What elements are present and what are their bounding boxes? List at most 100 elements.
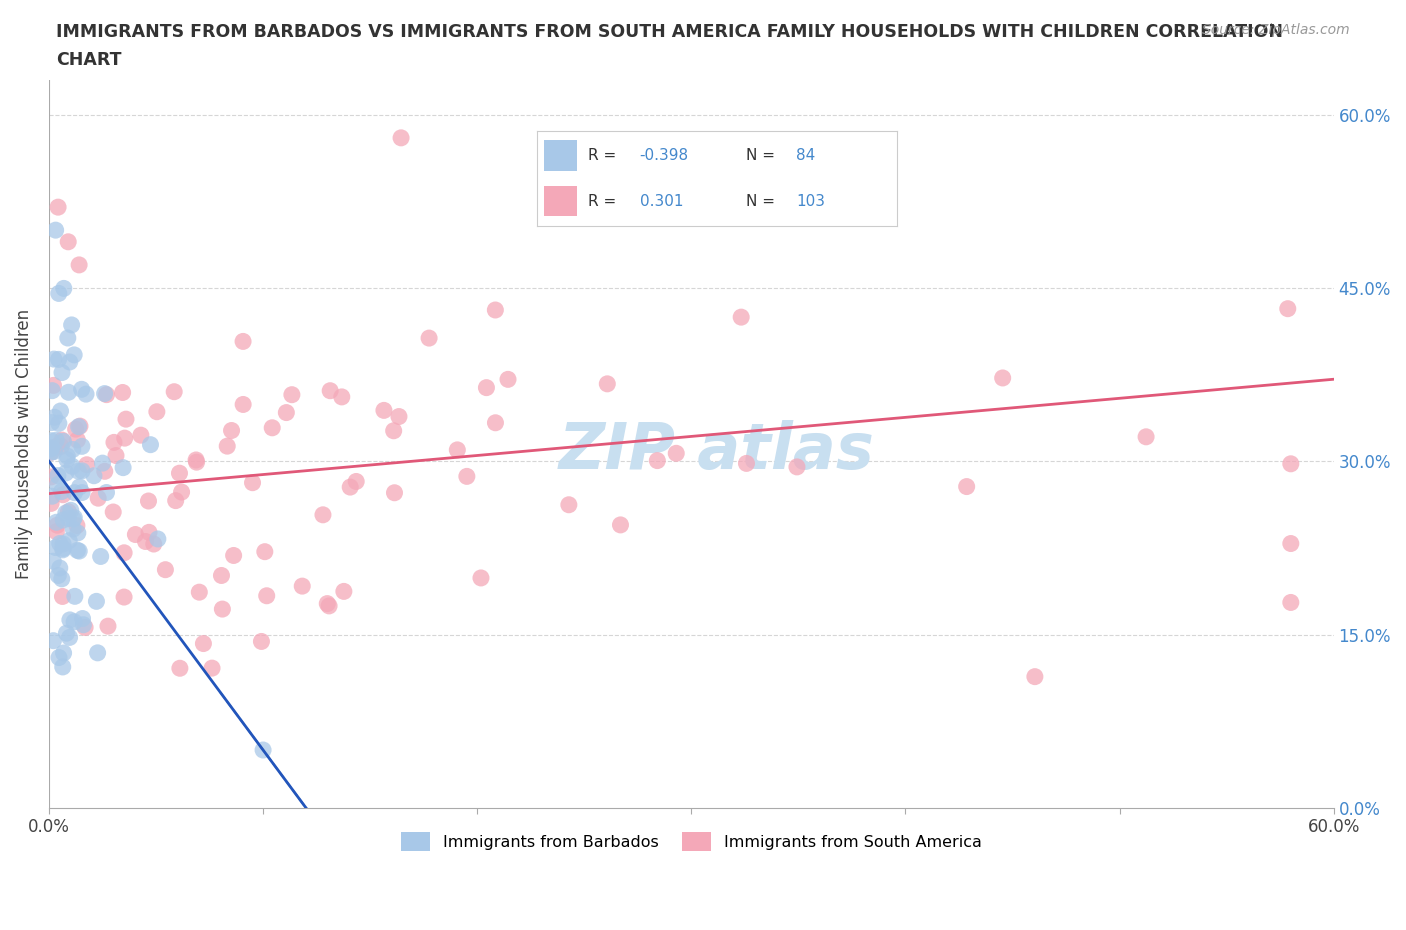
Text: ZIP atlas: ZIP atlas: [560, 420, 875, 483]
Point: [484, 302, 506, 317]
Point: [56, 452, 79, 467]
Point: [42, 553, 65, 568]
Point: [63, 589, 86, 604]
Point: [55, 626, 77, 641]
Point: [67, 464, 90, 479]
Point: [58, 533, 80, 548]
Point: [58, 512, 80, 526]
Point: [76, 458, 98, 472]
Point: [70, 463, 93, 478]
Point: [67, 544, 90, 559]
Point: [86, 645, 108, 660]
Point: [45, 515, 67, 530]
Point: [276, 405, 298, 420]
Point: [66, 525, 89, 540]
Point: [256, 589, 278, 604]
Point: [51, 439, 73, 454]
Point: [596, 377, 619, 392]
Point: [91, 456, 114, 471]
Point: [72, 618, 94, 632]
Point: [316, 596, 339, 611]
Point: [52, 512, 75, 527]
Point: [39, 445, 62, 459]
Point: [45, 432, 67, 447]
Point: [318, 599, 340, 614]
Point: [52, 542, 75, 557]
Point: [63, 485, 86, 500]
Point: [339, 480, 361, 495]
Point: [484, 416, 506, 431]
Point: [170, 485, 193, 499]
Point: [58, 234, 80, 249]
Point: [67, 258, 90, 272]
Point: [39, 496, 62, 511]
Point: [1279, 536, 1302, 551]
Point: [70, 439, 93, 454]
Point: [56, 448, 79, 463]
Point: [51, 432, 73, 447]
Point: [46, 568, 69, 583]
Point: [217, 439, 239, 454]
Point: [48, 416, 70, 431]
Point: [384, 485, 406, 500]
Point: [139, 437, 162, 452]
Point: [52, 645, 75, 660]
Point: [42, 378, 65, 392]
Point: [44, 444, 66, 458]
Point: [49, 404, 72, 418]
Y-axis label: Family Households with Children: Family Households with Children: [15, 309, 32, 579]
Point: [93, 386, 115, 401]
Point: [46, 200, 69, 215]
Point: [388, 409, 411, 424]
Point: [253, 544, 276, 559]
Point: [39, 442, 62, 457]
Point: [111, 385, 134, 400]
Point: [39, 445, 62, 459]
Point: [41, 441, 63, 456]
Point: [59, 613, 82, 628]
Point: [105, 448, 128, 463]
Point: [45, 525, 67, 539]
Point: [83, 469, 105, 484]
Point: [124, 527, 146, 542]
Point: [58, 385, 80, 400]
Point: [46, 518, 69, 533]
Point: [193, 636, 215, 651]
Point: [66, 518, 89, 533]
Point: [129, 428, 152, 443]
Point: [42, 633, 65, 648]
Point: [496, 372, 519, 387]
Point: [142, 537, 165, 551]
Point: [169, 466, 191, 481]
Point: [250, 634, 273, 649]
Point: [956, 479, 979, 494]
Point: [55, 506, 77, 521]
Point: [45, 439, 67, 454]
Point: [63, 615, 86, 630]
Point: [1277, 301, 1299, 316]
Point: [169, 661, 191, 676]
Point: [330, 390, 353, 405]
Point: [52, 281, 75, 296]
Point: [558, 498, 581, 512]
Point: [49, 561, 72, 576]
Point: [312, 508, 335, 523]
Point: [66, 543, 89, 558]
Point: [115, 412, 138, 427]
Point: [319, 383, 342, 398]
Point: [97, 618, 120, 633]
Point: [163, 384, 186, 399]
Point: [60, 317, 83, 332]
Point: [46, 468, 69, 483]
Point: [59, 503, 82, 518]
Point: [87, 491, 110, 506]
Point: [41, 415, 63, 430]
Point: [65, 421, 87, 436]
Point: [41, 489, 63, 504]
Point: [735, 456, 758, 471]
Point: [211, 602, 233, 617]
Point: [55, 466, 77, 481]
Point: [242, 475, 264, 490]
Point: [112, 545, 135, 560]
Point: [45, 222, 67, 237]
